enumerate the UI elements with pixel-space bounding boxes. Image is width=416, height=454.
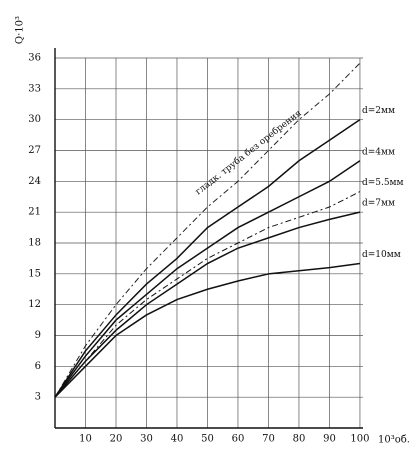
x-tick-label: 20 <box>110 434 123 445</box>
y-tick-label: 12 <box>28 299 41 310</box>
y-tick-label: 33 <box>28 83 41 94</box>
y-axis-label: Q·10³ <box>15 16 26 44</box>
series-line <box>54 191 361 398</box>
x-tick-label: 100 <box>350 434 369 445</box>
x-tick-label: 40 <box>171 434 184 445</box>
x-tick-label: 80 <box>293 434 306 445</box>
y-tick-label: 18 <box>28 238 41 249</box>
series-label: d=7мм <box>362 199 395 209</box>
x-tick-label: 10 <box>79 434 92 445</box>
series-label: d=4мм <box>362 147 395 157</box>
x-tick-label: 90 <box>323 434 336 445</box>
y-tick-label: 30 <box>28 114 41 125</box>
x-tick-label: 70 <box>262 434 275 445</box>
series-label: d=5.5мм <box>362 178 404 188</box>
y-tick-label: 21 <box>28 207 41 218</box>
series-line <box>54 211 361 398</box>
x-tick-label: 60 <box>232 434 245 445</box>
series-line <box>54 262 361 398</box>
series-label: d=10мм <box>362 250 401 260</box>
x-axis-label: 10³об. <box>378 435 410 446</box>
series-line <box>54 160 361 398</box>
series-label: гладк. труба без оребрения <box>193 107 304 197</box>
y-tick-label: 36 <box>28 53 41 64</box>
series-line <box>54 119 361 398</box>
y-tick-label: 15 <box>28 268 41 279</box>
y-tick-label: 6 <box>35 361 41 372</box>
series-label: d=2мм <box>362 106 395 116</box>
series-line <box>54 62 361 398</box>
y-tick-label: 27 <box>28 145 41 156</box>
x-tick-label: 30 <box>140 434 153 445</box>
y-tick-label: 3 <box>35 392 41 403</box>
y-tick-label: 24 <box>28 176 41 187</box>
x-tick-label: 50 <box>201 434 214 445</box>
y-tick-label: 9 <box>35 330 41 341</box>
